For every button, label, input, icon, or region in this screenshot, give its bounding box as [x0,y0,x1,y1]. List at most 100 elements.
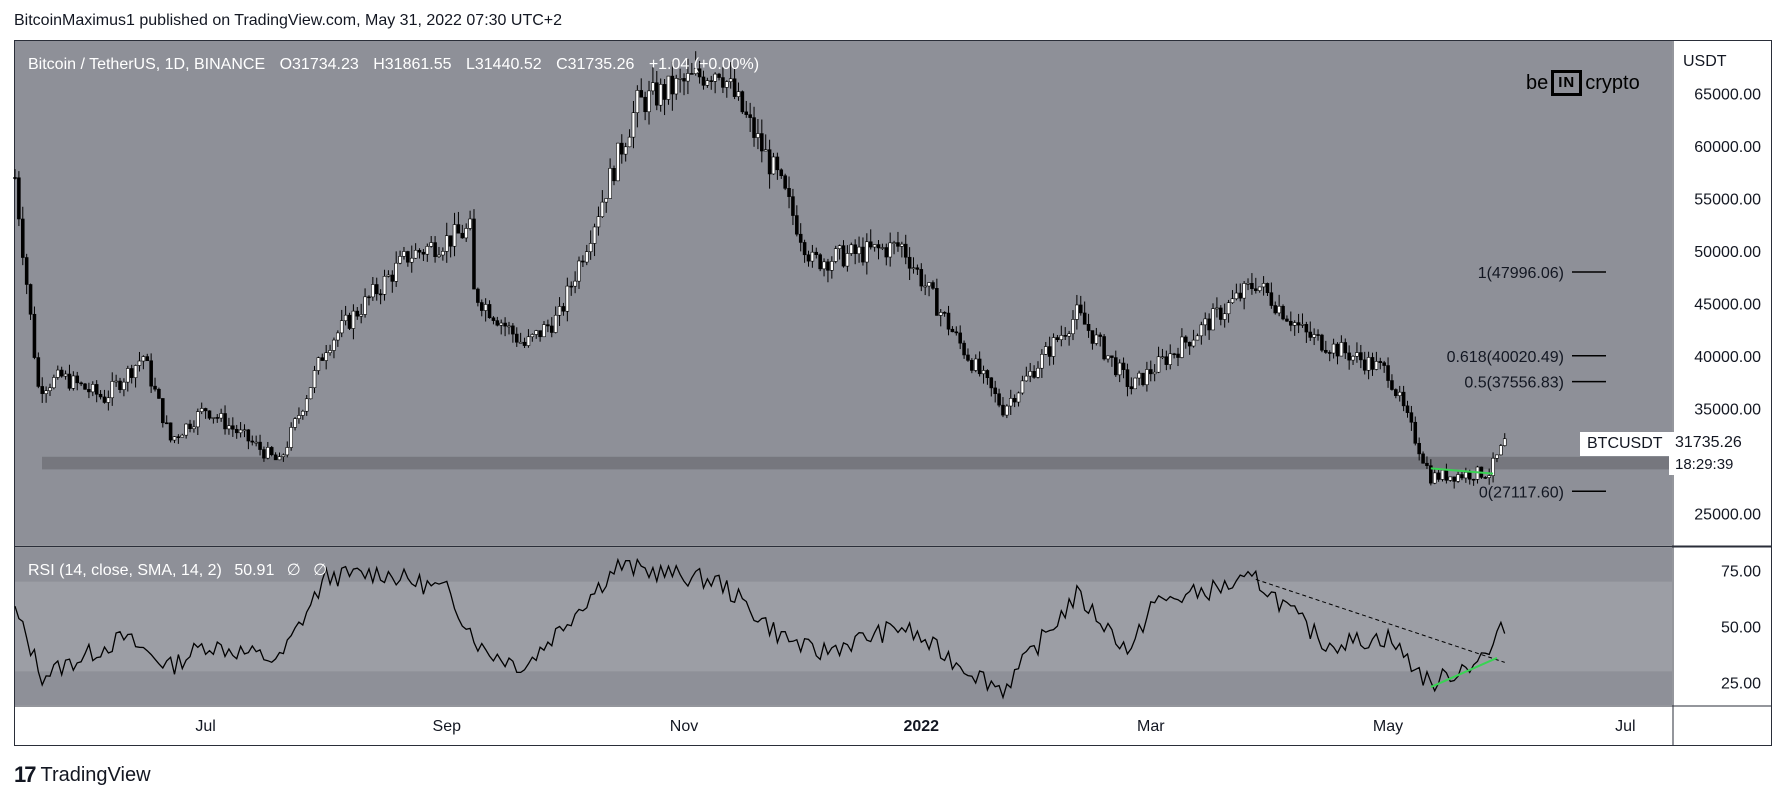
candle [1359,344,1363,369]
candle [697,60,702,84]
candle [993,380,997,403]
candle [655,71,659,111]
candle [36,352,41,389]
candle [304,394,309,416]
candle [1499,443,1503,456]
candle [176,434,181,444]
candle [1195,333,1200,341]
rsi-value: 50.91 [234,562,275,579]
candle [690,62,694,75]
candle [561,302,566,316]
candle [1355,342,1359,363]
candle [771,152,776,175]
time-tick-label: Jul [1615,718,1635,735]
candle [767,139,772,189]
candle [1156,346,1161,374]
ohlc-change: +1.04 (+0.00%) [648,56,760,73]
candle [1382,360,1386,373]
candle [456,211,461,234]
candle [374,277,379,301]
candle [534,329,538,339]
candle [1145,361,1149,392]
candle [343,305,348,326]
candle [1180,328,1184,359]
candle [382,269,387,301]
candle [1164,350,1169,371]
rsi-dashed-trendline [1255,578,1505,663]
candle [250,435,255,446]
candle [1394,388,1398,399]
candle [59,366,64,378]
candle [736,82,741,101]
time-tick-label: Nov [670,718,698,735]
candle [487,300,492,319]
ohlc-open: 31734.23 [292,56,359,73]
candle [238,422,243,438]
price-tick-label: 25000.00 [1694,507,1761,524]
candle [1040,349,1044,378]
candle [935,278,939,316]
candle [91,381,95,397]
candle [363,288,367,318]
candle [468,210,472,231]
candle [620,134,624,164]
candle [627,129,632,148]
candle [1265,282,1270,296]
time-tick-label: 2022 [903,718,939,735]
ohlc-close: 31735.26 [567,56,635,73]
candle [1246,278,1250,291]
candle [791,188,795,226]
candle [1261,276,1266,296]
candle [1215,297,1219,318]
candle [293,417,297,431]
rsi-na-1: ∅ [286,562,301,579]
candle [266,441,270,460]
candle [126,365,130,392]
candle [1390,374,1394,391]
candle [693,51,698,76]
candle [872,244,877,252]
candle [425,243,430,262]
candle [40,377,45,403]
ohlc-open-label: O [279,56,293,73]
candle [1199,321,1204,345]
candle [1421,451,1425,464]
rsi-tick-label: 75.00 [1721,563,1761,580]
candle [1285,315,1289,322]
candle [787,176,791,209]
price-tick-label: 45000.00 [1694,297,1761,314]
candle [666,75,671,105]
candle [114,374,118,387]
candle [588,230,593,260]
candle [783,173,787,191]
candle [316,356,321,375]
candle [931,280,935,290]
candle [674,74,679,100]
candle [740,90,745,114]
candle [651,67,655,95]
candle [324,345,328,370]
last-price-countdown: 18:29:39 [1669,454,1740,475]
candle [670,61,675,111]
candle [760,119,764,163]
candle [1351,355,1355,365]
candle [472,209,476,290]
candle [1277,294,1281,317]
candle [919,263,924,292]
tradingview-footer[interactable]: 17 TradingView [14,762,151,788]
candle [549,317,554,338]
candle [164,415,169,425]
support-zone [42,456,1672,470]
candle [433,236,437,263]
candle [1417,437,1421,461]
candle [507,321,511,335]
candle [822,258,826,277]
candle [441,247,445,261]
candle [1362,351,1367,375]
candle [1281,304,1285,321]
candle [981,365,986,384]
candle [1312,328,1316,346]
candle [444,222,449,263]
candle [973,354,978,373]
